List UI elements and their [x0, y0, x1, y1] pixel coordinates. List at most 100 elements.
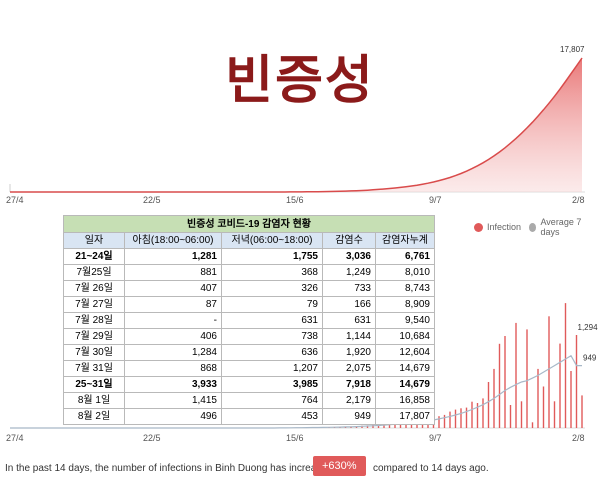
x-tick-label: 9/7	[429, 433, 442, 443]
infection-bar	[438, 416, 440, 428]
table-header-row: 일자 아침(18:00~06:00) 저녁(06:00~18:00) 감염수 감…	[63, 232, 435, 249]
table-cell: 8월 1일	[63, 392, 125, 409]
table-cell: 733	[322, 280, 376, 297]
table-header: 감염자누계	[375, 232, 435, 249]
table-header: 감염수	[322, 232, 376, 249]
infection-bar	[372, 425, 374, 428]
table-cell: 1,415	[124, 392, 222, 409]
table-header: 아침(18:00~06:00)	[124, 232, 222, 249]
x-tick-label: 2/8	[572, 433, 585, 443]
table-row: 21~24일 1,281 1,755 3,036 6,761	[63, 248, 435, 265]
infection-bar	[520, 401, 523, 428]
table-cell: 1,755	[221, 248, 323, 265]
x-tick-label: 27/4	[6, 195, 24, 205]
table-cell: 3,985	[221, 376, 323, 393]
table-cell: 9,540	[375, 312, 435, 329]
increase-badge: +630%	[313, 456, 366, 476]
table-cell: 7월 26일	[63, 280, 125, 297]
legend-label: Average 7 days	[540, 217, 582, 237]
table-cell: 2,075	[322, 360, 376, 377]
table-cell: 7월 30일	[63, 344, 125, 361]
table-row: 7월 29일 406 738 1,144 10,684	[63, 328, 435, 345]
table-cell: 79	[221, 296, 323, 313]
infection-bar	[581, 395, 583, 428]
table-caption-row: 빈증성 코비드-19 감염자 현황	[63, 215, 435, 233]
table-row: 7월 26일 407 326 733 8,743	[63, 280, 435, 297]
table-cell: 12,604	[375, 344, 435, 361]
table-cell: 87	[124, 296, 222, 313]
footer-text: In the past 14 days, the number of infec…	[5, 463, 333, 474]
x-tick-label: 27/4	[6, 433, 24, 443]
table-cell: 1,207	[221, 360, 323, 377]
infection-bar	[515, 322, 517, 428]
x-tick-label: 22/5	[143, 195, 161, 205]
table-cell: 14,679	[375, 360, 435, 377]
table-cell: 738	[221, 328, 323, 345]
infection-bar	[564, 303, 567, 428]
table-cell: 166	[322, 296, 376, 313]
table-row: 7월 27일 87 79 166 8,909	[63, 296, 435, 313]
infection-bar	[460, 408, 462, 428]
bar-data-label: 949	[583, 354, 597, 363]
legend-item-average[interactable]: Average 7 days	[529, 217, 592, 237]
infection-bar	[471, 401, 473, 428]
x-tick-label: 22/5	[143, 433, 161, 443]
x-tick-label: 15/6	[286, 195, 304, 205]
table-cell: 1,920	[322, 344, 376, 361]
infection-bar	[542, 386, 545, 428]
table-cell: 6,761	[375, 248, 435, 265]
table-row: 7월 28일 -631 631 9,540	[63, 312, 435, 329]
infection-bar	[405, 422, 407, 428]
table-cell: 7월 27일	[63, 296, 125, 313]
table-cell: 21~24일	[63, 248, 125, 265]
infection-bar	[465, 407, 468, 428]
infection-bar	[383, 424, 385, 428]
title-overlay: 빈증성	[225, 50, 375, 111]
table-row: 8월 2일 496 453 949 17,807	[63, 408, 435, 425]
infection-bar	[399, 422, 402, 428]
table-cell: 326	[221, 280, 323, 297]
table-cell: 881	[124, 264, 222, 281]
table-header: 저녁(06:00~18:00)	[221, 232, 323, 249]
cumulative-line	[10, 57, 583, 193]
table-cell: 3,036	[322, 248, 376, 265]
legend-item-infection[interactable]: Infection	[474, 222, 521, 232]
table-cell: 3,933	[124, 376, 222, 393]
infection-bar	[526, 329, 528, 428]
table-cell: 8,010	[375, 264, 435, 281]
table-caption: 빈증성 코비드-19 감염자 현황	[63, 215, 435, 233]
table-cell: 1,144	[322, 328, 376, 345]
table-cell: 25~31일	[63, 376, 125, 393]
x-tick-label: 2/8	[572, 195, 585, 205]
table-header: 일자	[63, 232, 125, 249]
average-dot-icon	[529, 222, 537, 232]
table-cell: 1,284	[124, 344, 222, 361]
table-cell: 8,743	[375, 280, 435, 297]
infection-bar	[443, 414, 446, 428]
infection-bar	[531, 422, 534, 428]
table-cell: 453	[221, 408, 323, 425]
infection-bar	[504, 336, 506, 428]
infection-bar	[509, 405, 512, 428]
table-cell: 636	[221, 344, 323, 361]
table-cell: 496	[124, 408, 222, 425]
table-cell: 7,918	[322, 376, 376, 393]
table-cell: 949	[322, 408, 376, 425]
infection-bar	[377, 424, 380, 428]
table-row: 8월 1일 1,415 764 2,179 16,858	[63, 392, 435, 409]
infection-bar	[548, 316, 550, 428]
average-line	[10, 354, 582, 429]
table-cell: 17,807	[375, 408, 435, 425]
table-row: 25~31일 3,933 3,985 7,918 14,679	[63, 376, 435, 393]
x-tick-label: 9/7	[429, 195, 442, 205]
infection-bar	[449, 411, 451, 428]
cumulative-area-chart: 17,807	[9, 45, 585, 193]
table-cell: 406	[124, 328, 222, 345]
infection-bar	[537, 368, 539, 428]
table-cell: -	[124, 312, 222, 329]
table-row: 7월 30일 1,284 636 1,920 12,604	[63, 344, 435, 361]
infection-bar	[476, 403, 479, 428]
table-cell: 631	[221, 312, 323, 329]
chart-legend: Infection Average 7 days	[474, 217, 600, 237]
infection-bar	[394, 423, 396, 428]
